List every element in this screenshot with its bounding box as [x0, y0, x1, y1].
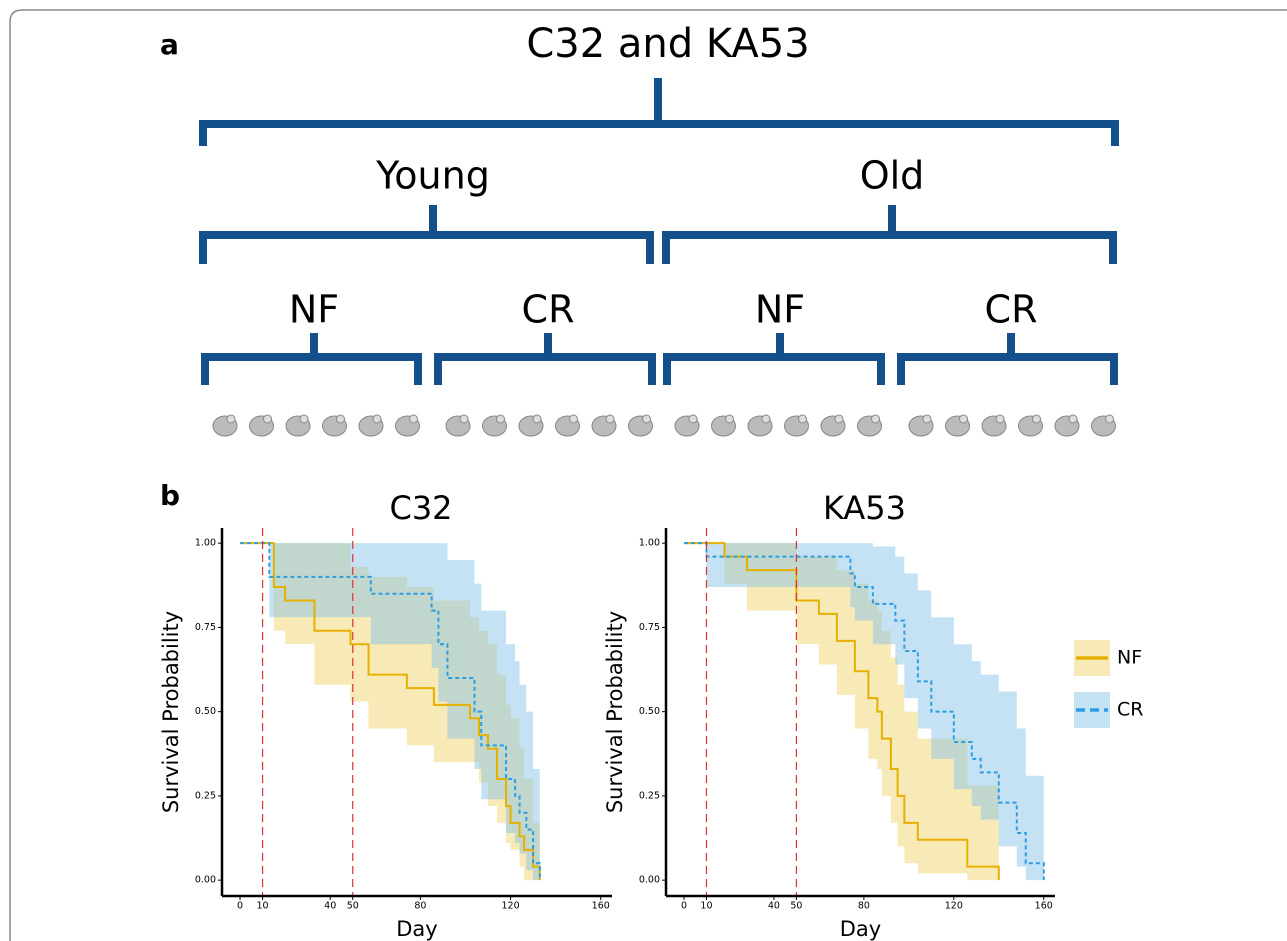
y-axis-title: Survival Probability	[603, 611, 627, 813]
bracket	[897, 333, 1118, 385]
panel-label: a	[160, 28, 179, 61]
x-tick-label: 120	[501, 901, 519, 912]
mouse-ear	[922, 414, 932, 424]
y-tick-label: 0.50	[195, 706, 216, 717]
subgroup-label: CR	[985, 288, 1038, 332]
chart-title: KA53	[823, 489, 906, 527]
survival-line	[240, 542, 541, 881]
mouse-ear	[871, 414, 880, 424]
mouse-ear	[834, 414, 844, 424]
y-tick-label: 1.00	[195, 538, 216, 549]
mouse-ear	[1105, 414, 1114, 424]
mouse-ear	[299, 414, 309, 424]
bracket	[662, 205, 1117, 264]
panel-label: b	[160, 479, 180, 512]
survival-line	[240, 542, 541, 881]
y-tick-label: 0.25	[195, 790, 216, 801]
mouse-ear	[688, 414, 698, 424]
group-label: Young	[375, 154, 490, 198]
y-tick-label: 0.00	[639, 875, 660, 886]
legend-label: NF	[1117, 647, 1142, 669]
confidence-band	[683, 543, 1044, 881]
mouse-ear	[496, 414, 505, 424]
x-axis-title: Day	[396, 917, 437, 941]
chart-title: C32	[389, 489, 452, 527]
mouse-ear	[532, 414, 542, 424]
mouse-ear	[798, 414, 807, 424]
y-tick-label: 0.50	[639, 706, 660, 717]
mouse-ear	[725, 414, 734, 424]
mouse-ear	[372, 414, 382, 424]
x-tick-label: 40	[768, 901, 780, 912]
mouse-ear	[959, 414, 968, 424]
x-tick-label: 50	[347, 901, 359, 912]
y-axis-title: Survival Probability	[159, 611, 183, 813]
y-tick-label: 0.75	[639, 622, 660, 633]
confidence-band	[240, 543, 540, 881]
subgroup-label: NF	[289, 288, 339, 332]
x-tick-label: 10	[700, 901, 712, 912]
mouse-ear	[336, 414, 345, 424]
survival-line	[683, 542, 1045, 881]
group-label: Old	[860, 154, 925, 198]
x-axis-title: Day	[840, 917, 881, 941]
frame	[9, 9, 1287, 941]
x-tick-label: 0	[681, 901, 687, 912]
y-tick-label: 1.00	[639, 538, 660, 549]
mouse-ear	[409, 414, 418, 424]
mouse-ear	[605, 414, 615, 424]
bracket	[663, 333, 885, 385]
mouse-ear	[226, 414, 236, 424]
x-tick-label: 160	[1035, 901, 1053, 912]
x-tick-label: 50	[790, 901, 802, 912]
diagram-title: C32 and KA53	[526, 21, 809, 67]
subgroup-label: CR	[522, 288, 575, 332]
x-tick-label: 120	[945, 901, 963, 912]
mouse-ear	[1068, 414, 1078, 424]
bracket	[201, 333, 422, 385]
mouse-ear	[459, 414, 469, 424]
mouse-ear	[263, 414, 272, 424]
x-tick-label: 80	[414, 901, 426, 912]
y-tick-label: 0.00	[195, 875, 216, 886]
bracket	[199, 205, 654, 264]
mouse-ear	[761, 414, 771, 424]
subgroup-label: NF	[755, 288, 805, 332]
mouse-ear	[569, 414, 578, 424]
y-tick-label: 0.25	[639, 790, 660, 801]
x-tick-label: 10	[257, 901, 269, 912]
bracket	[199, 78, 1119, 146]
confidence-band	[683, 543, 999, 881]
x-tick-label: 40	[324, 901, 336, 912]
mouse-ear	[995, 414, 1005, 424]
mouse-ear	[642, 414, 651, 424]
bracket	[434, 333, 656, 385]
x-tick-label: 160	[592, 901, 610, 912]
x-tick-label: 80	[858, 901, 870, 912]
y-tick-label: 0.75	[195, 622, 216, 633]
legend-label: CR	[1117, 699, 1143, 721]
x-tick-label: 0	[237, 901, 243, 912]
mouse-ear	[1032, 414, 1041, 424]
